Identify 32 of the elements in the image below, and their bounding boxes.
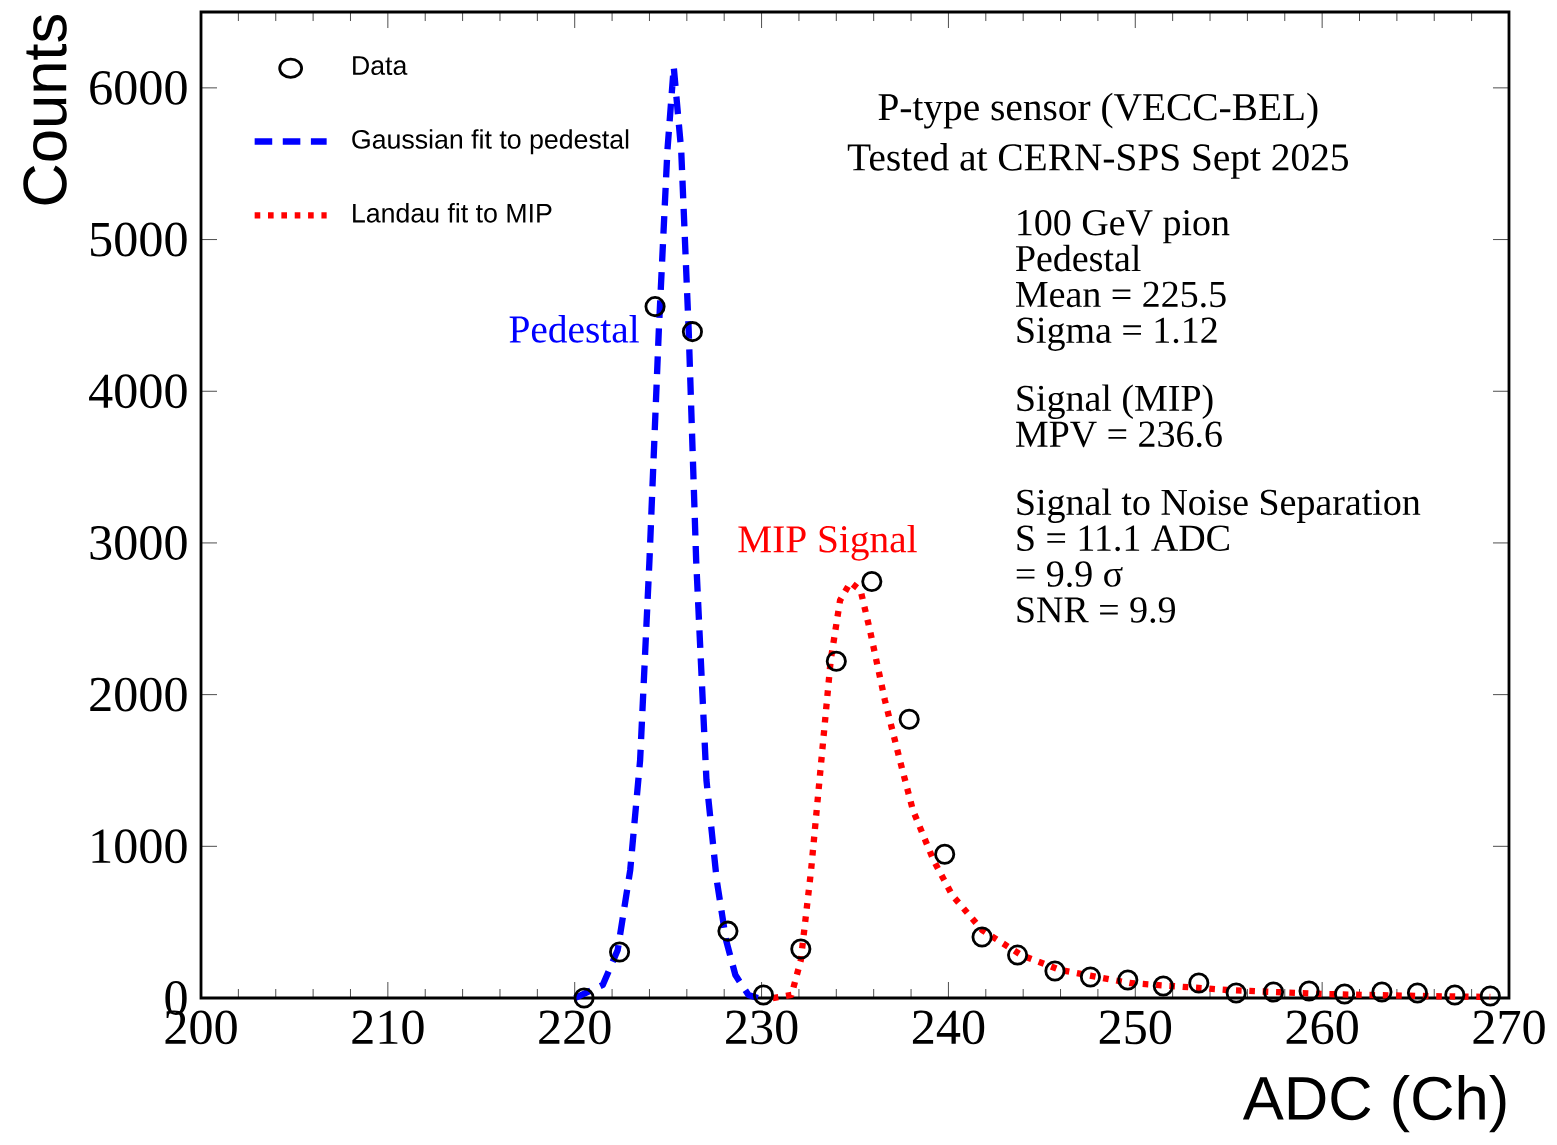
y-axis-title: Counts [23, 14, 67, 205]
y-tick-label: 6000 [90, 70, 187, 105]
x-tick-label: 250 [1099, 1010, 1172, 1045]
annotation: MIP Signal [738, 524, 917, 561]
x-tick-label: 230 [726, 1010, 798, 1045]
x-tick-label: 240 [912, 1010, 985, 1045]
text: Tested at CERN-SPS Sept 2025 [847, 143, 1348, 179]
annotation: Signal to Noise Separation [1017, 488, 1421, 523]
x-tick-label: 270 [1473, 1010, 1545, 1045]
y-tick-label: 3000 [90, 525, 187, 560]
legend-label: Gaussian fit to pedestal [352, 129, 629, 155]
annotation: Mean = 225.5 [1015, 281, 1226, 308]
annotation: Signal (MIP) [1017, 384, 1213, 420]
annotation: Sigma = 1.12 [1017, 317, 1217, 351]
annotation: Pedestal [509, 315, 639, 343]
x-tick-label: 220 [539, 1010, 611, 1045]
x-axis-title: ADC (Ch) [1242, 1074, 1506, 1133]
annotation: Pedestal [1015, 244, 1141, 272]
x-tick-label: 210 [352, 1010, 424, 1045]
text: P-type sensor (VECC-BEL) [878, 92, 1318, 129]
legend-label: Data [353, 56, 408, 76]
annotation: SNR = 9.9 [1017, 597, 1175, 623]
annotation: 100 GeV pion [1018, 209, 1230, 244]
annotation: = 9.9 σ [1016, 561, 1123, 588]
legend-label: Landau fit to MIP [353, 203, 552, 223]
y-tick-label: 2000 [90, 677, 187, 712]
x-tick-label: 260 [1286, 1010, 1358, 1045]
y-tick-label: 4000 [89, 374, 187, 409]
y-tick-label: 1000 [92, 829, 187, 864]
y-tick-label: 5000 [90, 222, 187, 257]
annotation: S = 11.1 ADC [1017, 525, 1229, 552]
annotation: MPV = 236.6 [1015, 421, 1222, 448]
